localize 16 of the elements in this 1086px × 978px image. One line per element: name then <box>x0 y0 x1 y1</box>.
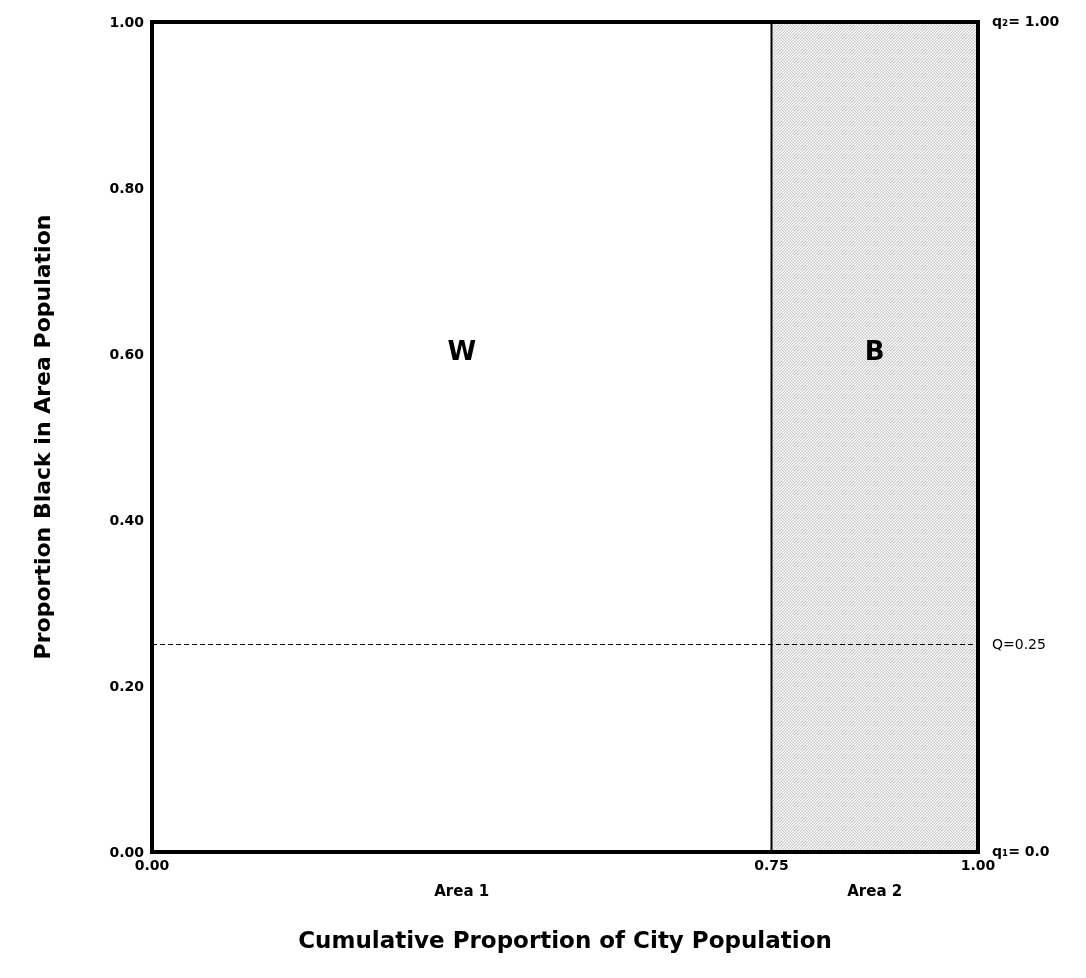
annotation: B <box>863 336 886 366</box>
y-tick-label: 0.60 <box>109 345 145 362</box>
x-tick-label: 1.00 <box>960 856 996 873</box>
annotation: W <box>446 336 478 366</box>
y-tick-label: 0.20 <box>109 677 145 694</box>
y-tick-label: 1.00 <box>109 13 145 30</box>
x-tick-label: 0.75 <box>754 856 789 873</box>
y-axis-title: Proportion Black in Area Population <box>29 214 55 660</box>
ref-line-label: Q=0.25 <box>992 636 1046 653</box>
x-axis-title: Cumulative Proportion of City Population <box>297 927 833 953</box>
annotation: q₂= 1.00 <box>992 13 1060 29</box>
y-tick-label: 0.40 <box>109 511 145 528</box>
annotation: q₁= 0.0 <box>992 843 1050 859</box>
text: Area 1 <box>433 882 491 900</box>
text: Area 2 <box>846 882 904 900</box>
y-tick-label: 0.80 <box>109 179 145 196</box>
